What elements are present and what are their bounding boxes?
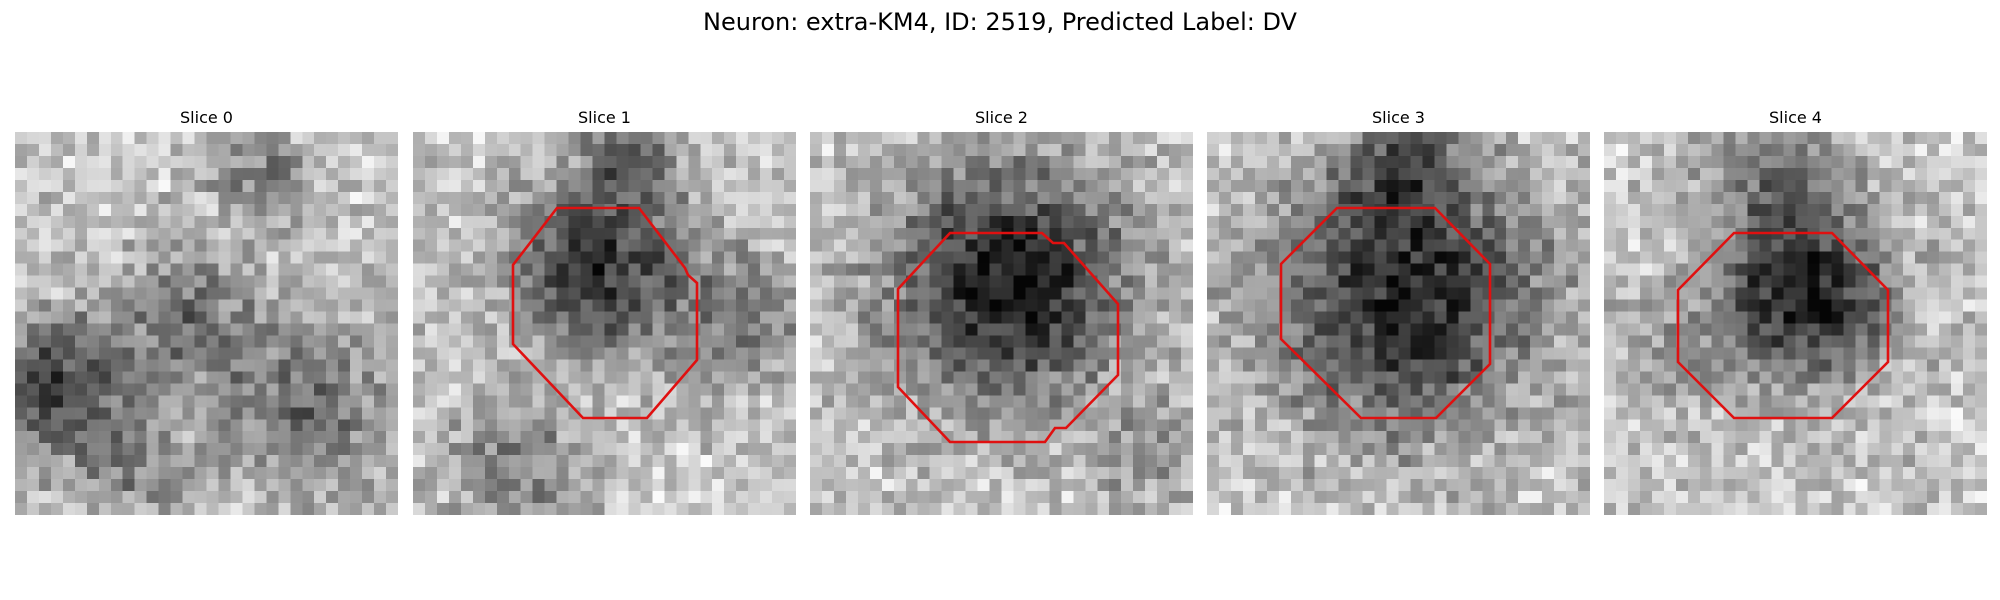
roi-contour: [1279, 206, 1492, 420]
slice-image: [810, 132, 1193, 515]
slice-title: Slice 2: [975, 108, 1028, 127]
slice-image: [413, 132, 796, 515]
slice-panel-4: Slice 4: [1604, 108, 1987, 515]
slice-panel-0: Slice 0: [15, 108, 398, 515]
slice-panel-1: Slice 1: [413, 108, 796, 515]
slice-title: Slice 1: [578, 108, 631, 127]
slice-image: [1207, 132, 1590, 515]
slice-title: Slice 3: [1372, 108, 1425, 127]
slice-panel-3: Slice 3: [1207, 108, 1590, 515]
figure-title: Neuron: extra-KM4, ID: 2519, Predicted L…: [703, 8, 1297, 36]
slice-panel-2: Slice 2: [810, 108, 1193, 515]
roi-contour: [896, 231, 1120, 444]
slice-title: Slice 0: [180, 108, 233, 127]
roi-contour: [511, 206, 699, 420]
slice-image: [1604, 132, 1987, 515]
roi-contour: [1676, 231, 1890, 420]
slice-title: Slice 4: [1769, 108, 1822, 127]
slice-image: [15, 132, 398, 515]
